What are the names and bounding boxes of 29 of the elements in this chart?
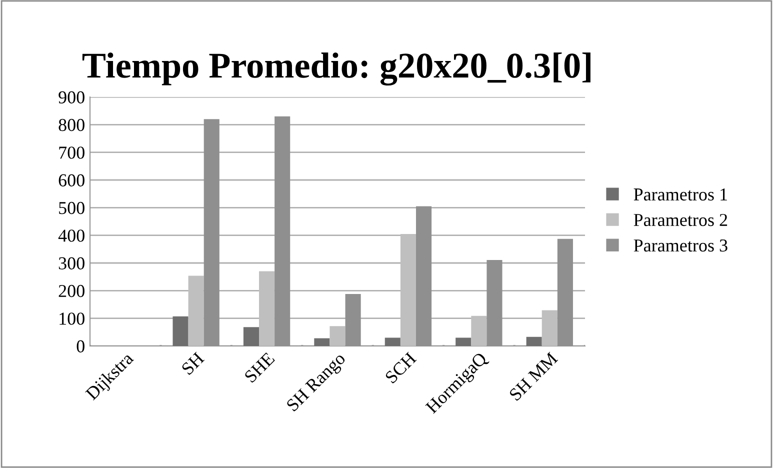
bar: [330, 326, 346, 346]
bar: [456, 338, 472, 346]
bar: [172, 316, 188, 346]
legend-label: Parametros 1: [634, 188, 727, 201]
y-tick-label: 400: [58, 230, 84, 242]
legend-label: Parametros 2: [634, 214, 728, 226]
y-tick-label: 700: [59, 146, 84, 159]
legend-label: Parametros 3: [634, 239, 728, 252]
bar: [314, 338, 330, 346]
bar: [542, 310, 558, 346]
y-tick-label: 300: [58, 257, 84, 270]
y-tick-label: 200: [58, 284, 84, 298]
y-tick-label: 600: [58, 174, 84, 186]
y-tick-label: 500: [59, 202, 84, 214]
y-tick-label: 800: [58, 118, 84, 132]
bar: [259, 271, 275, 346]
bar: [384, 338, 400, 346]
chart-title: Tiempo Promedio: g20x20_0.3[0]: [82, 52, 590, 86]
bar: [243, 327, 260, 346]
y-tick-label: 900: [58, 91, 84, 104]
bar: [400, 234, 416, 346]
x-tick-label: SH: [181, 352, 205, 376]
y-tick-label: 0: [76, 340, 84, 352]
y-tick-label: 100: [60, 312, 84, 325]
x-tick-label: SHE: [244, 352, 276, 384]
bar: [526, 336, 542, 346]
x-tick-label: SH MM: [508, 352, 558, 402]
bar: [471, 316, 487, 346]
bar: [188, 276, 204, 346]
